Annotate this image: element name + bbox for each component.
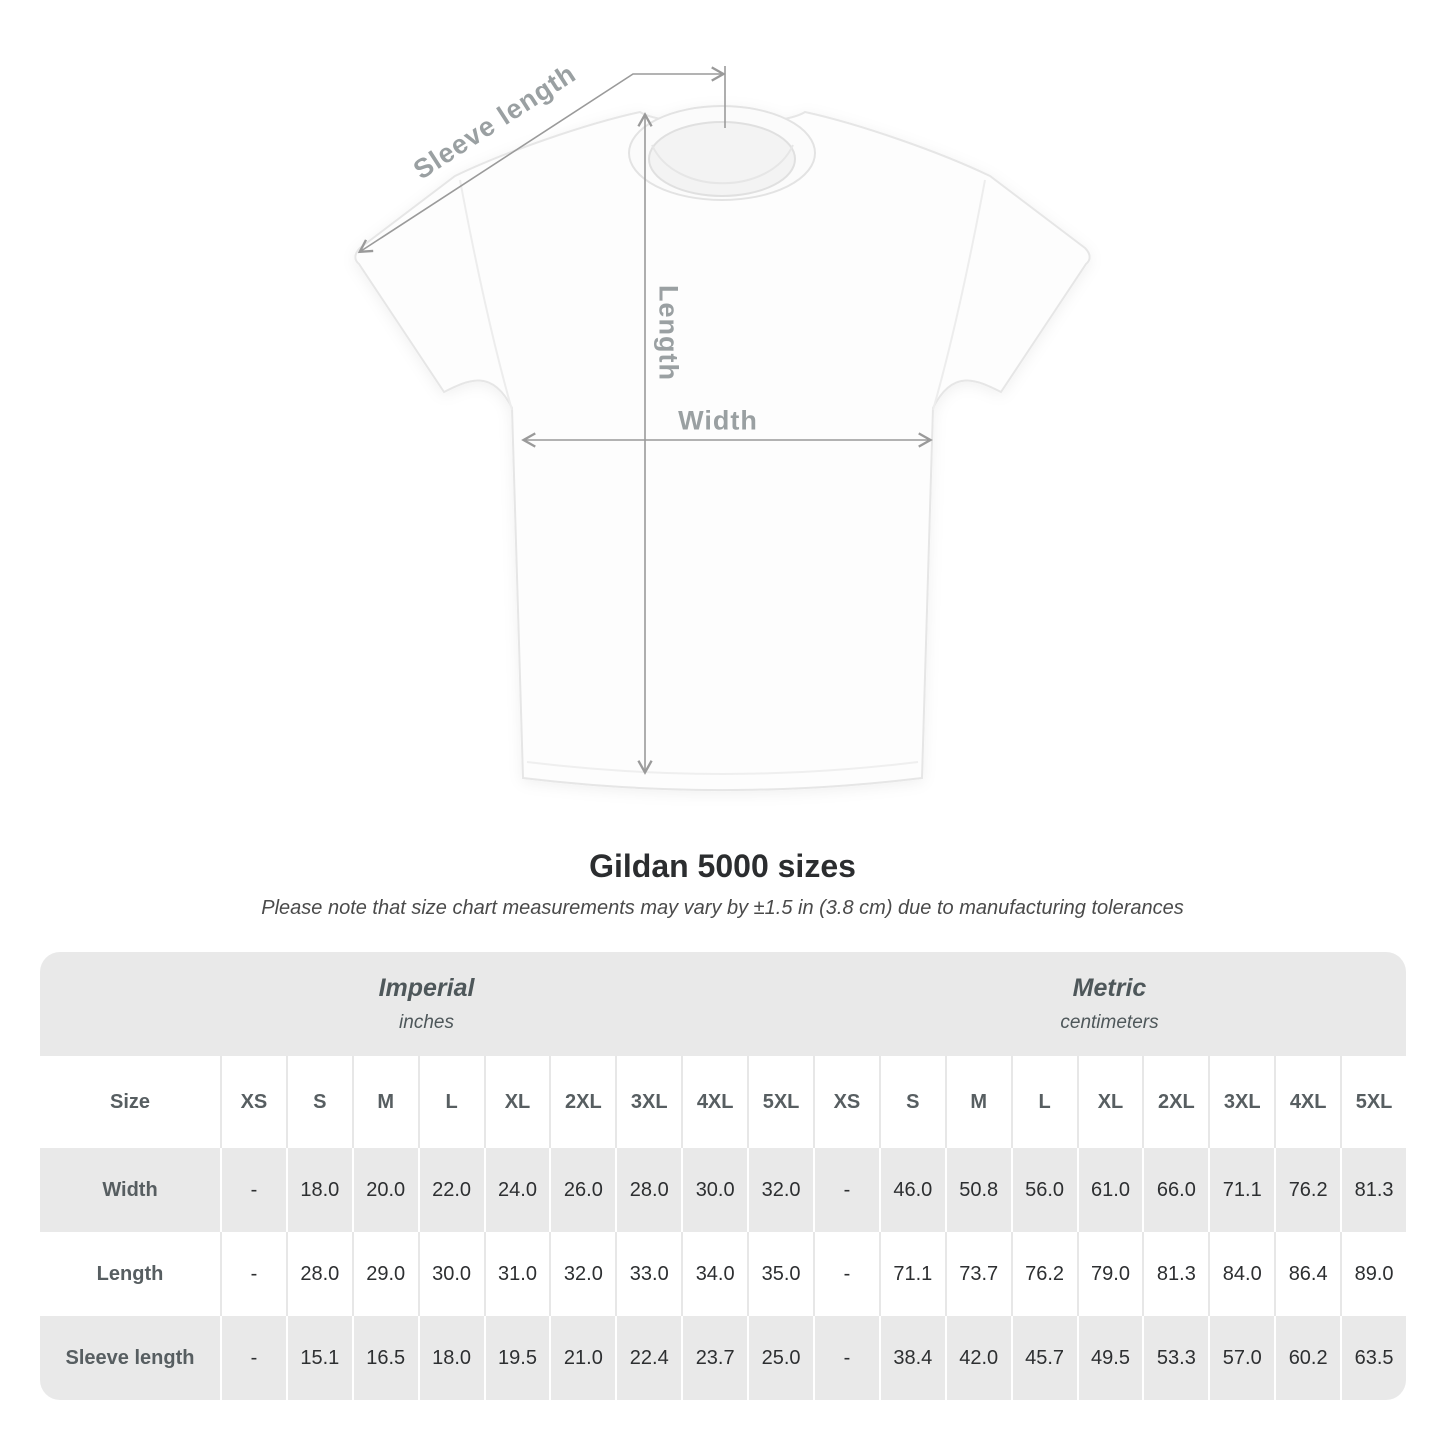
tolerance-note: Please note that size chart measurements… bbox=[261, 897, 1184, 919]
value-cell: 32.0 bbox=[549, 1232, 615, 1316]
value-cell: 73.7 bbox=[944, 1232, 1011, 1316]
tshirt-measurement-diagram: Sleeve length Length Width bbox=[354, 58, 1091, 791]
value-cell: 16.5 bbox=[351, 1316, 418, 1400]
size-header-cell: 5XL bbox=[747, 1056, 813, 1148]
value-cell: 79.0 bbox=[1076, 1232, 1143, 1316]
value-cell: 34.0 bbox=[681, 1232, 747, 1316]
tshirt-shape bbox=[354, 105, 1091, 791]
size-header-cell: 2XL bbox=[549, 1056, 615, 1148]
page-title: Gildan 5000 sizes bbox=[589, 848, 856, 884]
value-cell: 19.5 bbox=[483, 1316, 550, 1400]
value-cell: 86.4 bbox=[1274, 1232, 1340, 1316]
value-cell: - bbox=[812, 1232, 879, 1316]
value-cell: 61.0 bbox=[1076, 1148, 1143, 1232]
value-cell: 28.0 bbox=[285, 1232, 352, 1316]
value-cell: 31.0 bbox=[483, 1232, 550, 1316]
value-cell: 63.5 bbox=[1340, 1316, 1406, 1400]
tshirt-illustration bbox=[354, 66, 1091, 791]
value-cell: 71.1 bbox=[1208, 1148, 1274, 1232]
row-label-width: Width bbox=[102, 1178, 158, 1201]
sleeve-length-arrow bbox=[357, 66, 726, 254]
size-header-cell: 5XL bbox=[1340, 1056, 1406, 1148]
value-cell: 15.1 bbox=[285, 1316, 352, 1400]
value-cell: 29.0 bbox=[351, 1232, 418, 1316]
value-cell: 89.0 bbox=[1340, 1232, 1406, 1316]
value-cell: 30.0 bbox=[417, 1232, 484, 1316]
size-header-cell: 3XL bbox=[615, 1056, 681, 1148]
value-cell: - bbox=[220, 1148, 286, 1232]
value-cell: 50.8 bbox=[944, 1148, 1011, 1232]
value-cell: - bbox=[812, 1316, 879, 1400]
value-cell: 71.1 bbox=[878, 1232, 945, 1316]
value-cell: 60.2 bbox=[1274, 1316, 1340, 1400]
value-cell: 35.0 bbox=[747, 1232, 813, 1316]
size-header-cell: 4XL bbox=[1274, 1056, 1340, 1148]
value-cell: 21.0 bbox=[549, 1316, 615, 1400]
metric-label: Metric bbox=[1072, 974, 1147, 1002]
value-cell: 57.0 bbox=[1208, 1316, 1274, 1400]
unit-header-row: Imperial inches Metric centimeters bbox=[40, 952, 1406, 1056]
metric-unit-label: centimeters bbox=[1060, 1012, 1159, 1033]
size-header-cell: M bbox=[944, 1056, 1011, 1148]
value-cell: 32.0 bbox=[747, 1148, 813, 1232]
value-cell: 22.0 bbox=[417, 1148, 484, 1232]
row-label-sleeve-length: Sleeve length bbox=[65, 1346, 195, 1369]
size-header-cell: L bbox=[417, 1056, 484, 1148]
value-cell: 76.2 bbox=[1010, 1232, 1077, 1316]
size-header-cell: L bbox=[1010, 1056, 1077, 1148]
length-label: Length bbox=[653, 285, 684, 381]
value-cell: 25.0 bbox=[747, 1316, 813, 1400]
metric-unit-header: Metric centimeters bbox=[813, 952, 1406, 1056]
value-cell: - bbox=[220, 1316, 286, 1400]
value-cell: - bbox=[812, 1148, 879, 1232]
value-cell: 18.0 bbox=[417, 1316, 484, 1400]
value-cell: 20.0 bbox=[351, 1148, 418, 1232]
value-cell: 84.0 bbox=[1208, 1232, 1274, 1316]
value-cell: 33.0 bbox=[615, 1232, 681, 1316]
value-cell: 56.0 bbox=[1010, 1148, 1077, 1232]
table-row-width: Width -18.0 20.0 22.0 24.0 26.0 28.0 30.0 32.0-… bbox=[40, 1148, 1406, 1232]
value-cell: 23.7 bbox=[681, 1316, 747, 1400]
size-table: Imperial inches Metric centimeters Size … bbox=[40, 952, 1406, 1400]
value-cell: 81.3 bbox=[1142, 1232, 1208, 1316]
value-cell: - bbox=[220, 1232, 286, 1316]
value-cell: 24.0 bbox=[483, 1148, 550, 1232]
size-corner-label: Size bbox=[109, 1090, 151, 1113]
value-cell: 81.3 bbox=[1340, 1148, 1406, 1232]
value-cell: 26.0 bbox=[549, 1148, 615, 1232]
size-header-cell: XS bbox=[220, 1056, 286, 1148]
value-cell: 53.3 bbox=[1142, 1316, 1208, 1400]
size-header-cell: 4XL bbox=[681, 1056, 747, 1148]
row-label-length: Length bbox=[96, 1262, 164, 1285]
value-cell: 42.0 bbox=[944, 1316, 1011, 1400]
size-header-cell: 2XL bbox=[1142, 1056, 1208, 1148]
size-header-cell: S bbox=[285, 1056, 352, 1148]
table-row-sleeve-length: Sleeve length -15.1 16.5 18.0 19.5 21.0 22.4 2… bbox=[40, 1316, 1406, 1400]
size-header-cell: XS bbox=[812, 1056, 879, 1148]
value-cell: 18.0 bbox=[285, 1148, 352, 1232]
value-cell: 46.0 bbox=[878, 1148, 945, 1232]
size-header-row: Size XS S M L XL 2XL 3XL 4XL 5XL XS S M L XL 2XL 3XL 4XL… bbox=[40, 1056, 1406, 1148]
size-header-cell: 3XL bbox=[1208, 1056, 1274, 1148]
size-header-cell: S bbox=[878, 1056, 945, 1148]
value-cell: 76.2 bbox=[1274, 1148, 1340, 1232]
width-label: Width bbox=[678, 405, 758, 436]
size-header-cell: XL bbox=[1076, 1056, 1143, 1148]
value-cell: 45.7 bbox=[1010, 1316, 1077, 1400]
value-cell: 22.4 bbox=[615, 1316, 681, 1400]
imperial-unit-label: inches bbox=[399, 1012, 454, 1033]
measurement-arrows bbox=[357, 66, 933, 775]
value-cell: 28.0 bbox=[615, 1148, 681, 1232]
value-cell: 30.0 bbox=[681, 1148, 747, 1232]
value-cell: 49.5 bbox=[1076, 1316, 1143, 1400]
imperial-label: Imperial bbox=[378, 974, 475, 1002]
value-cell: 38.4 bbox=[878, 1316, 945, 1400]
size-header-cell: XL bbox=[483, 1056, 550, 1148]
value-cell: 66.0 bbox=[1142, 1148, 1208, 1232]
size-header-cell: M bbox=[351, 1056, 418, 1148]
table-row-length: Length -28.0 29.0 30.0 31.0 32.0 33.0 34.0 35.0… bbox=[40, 1232, 1406, 1316]
imperial-unit-header: Imperial inches bbox=[40, 952, 813, 1056]
